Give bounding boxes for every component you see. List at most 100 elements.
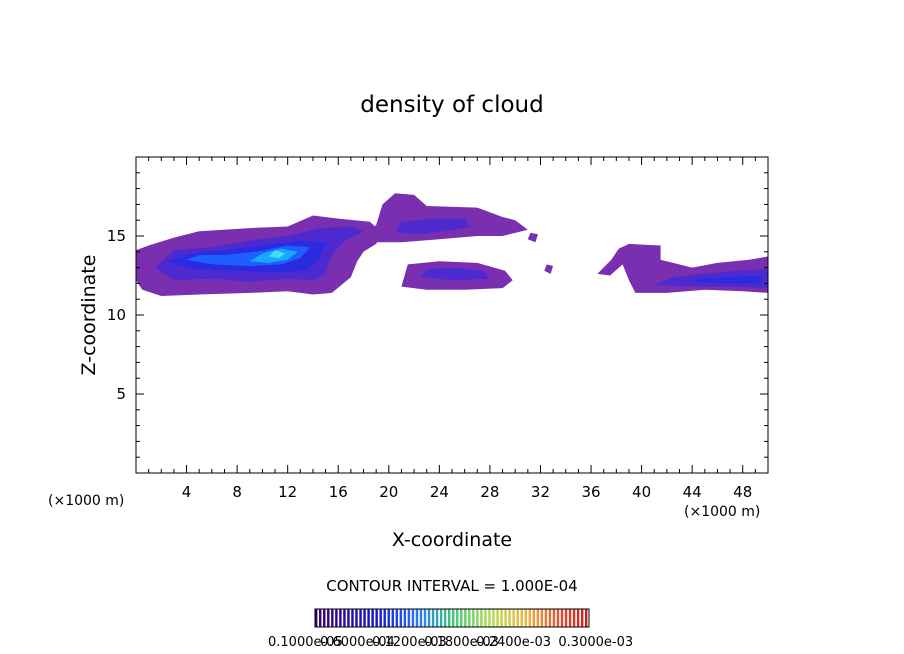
colorbar-stripe (355, 609, 358, 627)
colorbar-stripe (419, 609, 423, 627)
colorbar-stripe (399, 609, 403, 627)
colorbar-stripe (456, 609, 459, 627)
colorbar-stripe (476, 609, 479, 627)
x-tick-label: 16 (329, 483, 348, 501)
x-unit-left: (×1000 m) (48, 493, 124, 509)
colorbar-stripe (480, 609, 483, 627)
colorbar-stripe (319, 609, 322, 627)
x-tick-label: 8 (232, 483, 242, 501)
colorbar-stripe (552, 609, 556, 627)
colorbar-stripe (464, 609, 467, 627)
colorbar-stripe (331, 609, 334, 627)
colorbar-label: 0.1000e-05 (268, 635, 343, 650)
colorbar-stripe (375, 609, 378, 627)
colorbar-stripe (488, 609, 491, 627)
colorbar-stripe (460, 609, 463, 627)
colorbar-stripe (548, 609, 552, 627)
colorbar-stripe (343, 609, 346, 627)
colorbar-stripe (383, 609, 386, 627)
colorbar-stripe (371, 609, 374, 627)
colorbar-stripe (347, 609, 350, 627)
colorbar-stripe (379, 609, 382, 627)
colorbar-stripe (532, 609, 536, 627)
colorbar-stripe (447, 609, 451, 627)
contour-interval-label: CONTOUR INTERVAL = 1.000E-04 (326, 577, 577, 595)
colorbar-stripe (387, 609, 390, 627)
cloud-fleck-a (527, 232, 538, 243)
colorbar-stripe (576, 609, 580, 627)
colorbar-label: 0.1200e-03 (372, 635, 447, 650)
colorbar-stripe (315, 609, 318, 627)
colorbar-stripe (484, 609, 487, 627)
colorbar-stripe (520, 609, 523, 627)
colorbar-stripe (323, 609, 326, 627)
colorbar-stripe (359, 609, 362, 627)
x-tick-label: 24 (430, 483, 449, 501)
colorbar-stripe (540, 609, 544, 627)
x-axis-ticks: 4 8 12 16 20 24 28 32 36 40 44 48 (135, 157, 769, 501)
colorbar-stripe (524, 609, 527, 627)
cloud-upper-mid-core (395, 218, 471, 235)
x-tick-label: 36 (581, 483, 600, 501)
colorbar-stripe (327, 609, 330, 627)
colorbar-stripe (452, 609, 455, 627)
y-tick-label: 5 (116, 385, 126, 403)
colorbar-stripe (512, 609, 515, 627)
x-axis-label: X-coordinate (392, 529, 512, 551)
colorbar-stripe (431, 609, 435, 627)
x-tick-label: 12 (278, 483, 297, 501)
cloud-inner-east (692, 275, 762, 284)
colorbar-stripe (435, 609, 439, 627)
colorbar-stripe (560, 609, 564, 627)
colorbar-stripe (508, 609, 511, 627)
colorbar-stripe (411, 609, 415, 627)
y-axis-label: Z-coordinate (78, 255, 100, 376)
colorbar-stripe (496, 609, 499, 627)
colorbar-stripe (423, 609, 427, 627)
colorbar-stripe (335, 609, 338, 627)
x-tick-label: 32 (531, 483, 550, 501)
colorbar-stripe (391, 609, 394, 627)
x-tick-label: 20 (379, 483, 398, 501)
colorbar-stripe (363, 609, 366, 627)
colorbar-label: 0.2400e-03 (476, 635, 551, 650)
plot-frame (135, 156, 769, 474)
colorbar-label: 0.3000e-03 (558, 635, 633, 650)
x-tick-label: 28 (480, 483, 499, 501)
colorbar-stripe (407, 609, 411, 627)
colorbar-stripe (572, 609, 576, 627)
x-tick-label: 44 (683, 483, 702, 501)
colorbar-label: 0.6000e-04 (320, 635, 395, 650)
colorbar-stripe (492, 609, 495, 627)
colorbar-stripe (544, 609, 548, 627)
colorbar-stripe (351, 609, 354, 627)
x-tick-label: 4 (182, 483, 192, 501)
y-tick-label: 10 (107, 306, 126, 324)
colorbar-stripe (415, 609, 419, 627)
colorbar-stripe (564, 609, 568, 627)
cloud-peak-west (268, 250, 286, 259)
colorbar-stripe (439, 609, 443, 627)
colorbar (314, 608, 590, 628)
contour-regions (136, 193, 768, 296)
colorbar-stripe (443, 609, 447, 627)
colorbar-stripe (427, 609, 431, 627)
colorbar-stripe (528, 609, 531, 627)
colorbar-stripe (468, 609, 471, 627)
x-tick-label: 48 (733, 483, 752, 501)
colorbar-stripe (339, 609, 342, 627)
y-tick-label: 15 (107, 227, 126, 245)
y-axis-ticks: 5 10 15 (107, 156, 768, 474)
colorbar-stripe (556, 609, 560, 627)
colorbar-stripe (584, 609, 588, 627)
cloud-fleck-b (544, 264, 554, 274)
colorbar-stripe (472, 609, 475, 627)
colorbar-stripe (367, 609, 370, 627)
colorbar-stripe (403, 609, 407, 627)
colorbar-label: 0.1800e-03 (424, 635, 499, 650)
colorbar-labels: 0.1000e-050.6000e-040.1200e-030.1800e-03… (268, 635, 633, 650)
colorbar-stripe (568, 609, 572, 627)
chart-title: density of cloud (360, 92, 543, 118)
colorbar-stripe (536, 609, 540, 627)
